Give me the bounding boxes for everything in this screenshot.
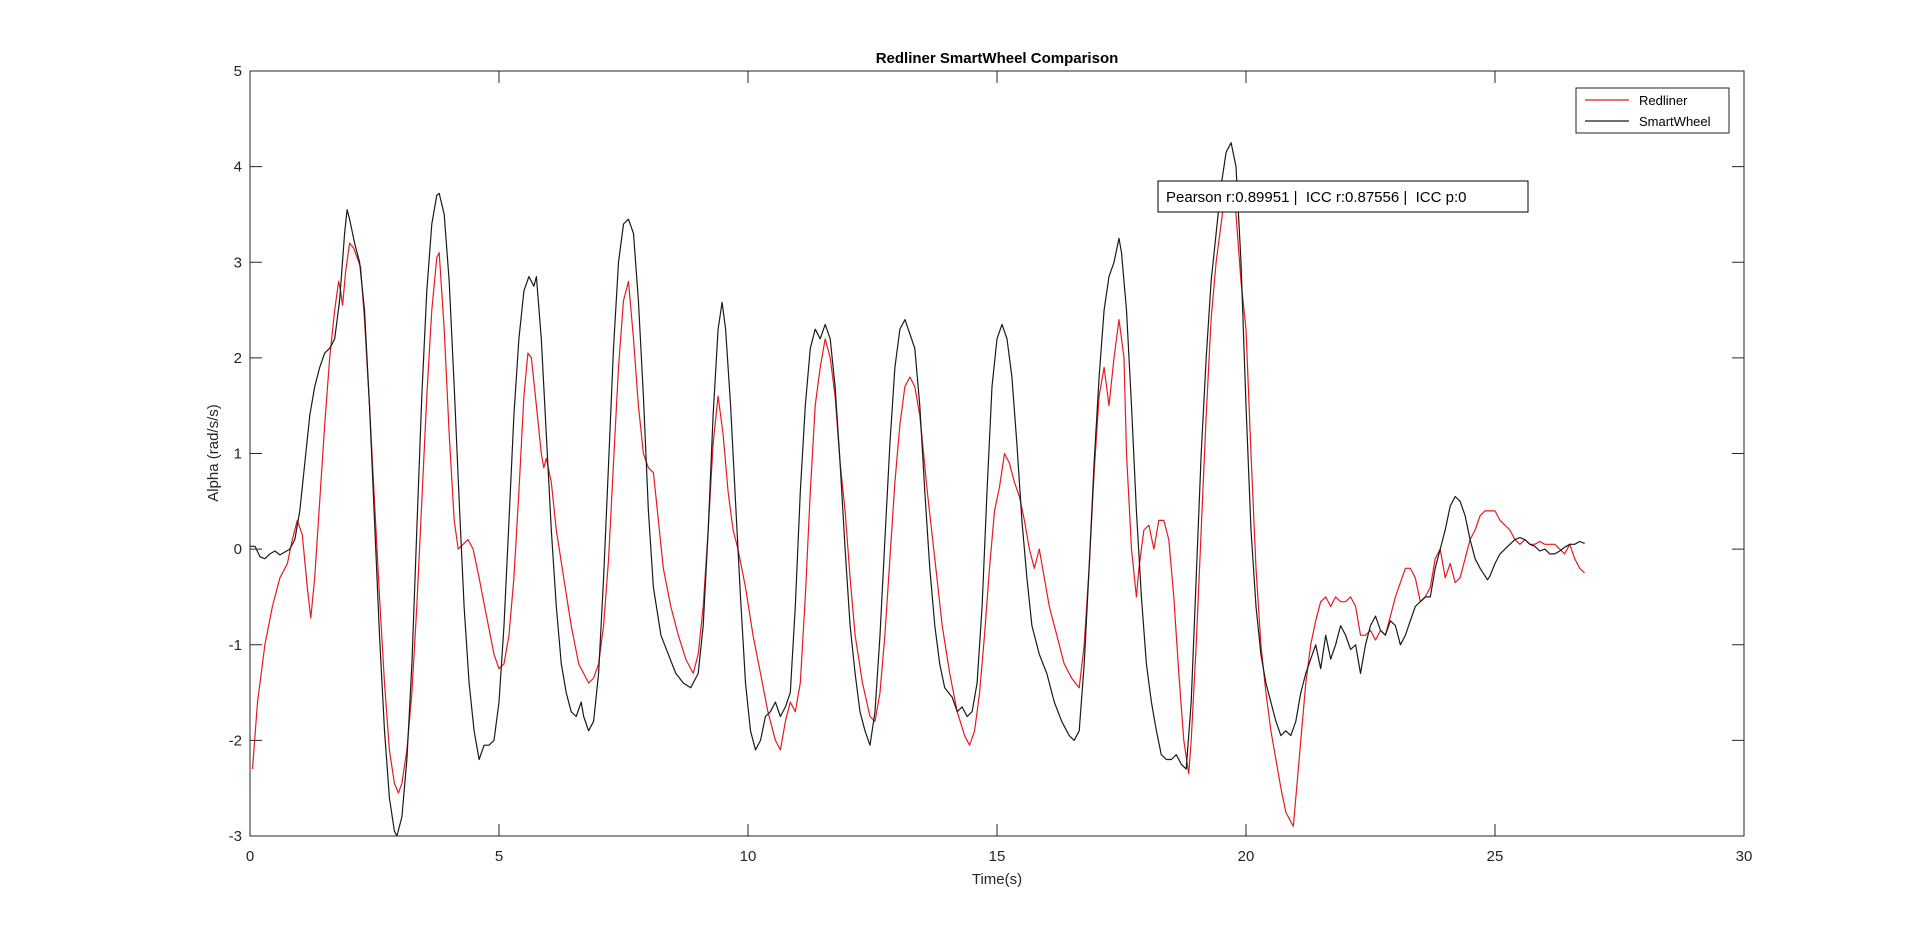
x-tick-label: 30	[1736, 848, 1753, 865]
y-tick-label: 1	[234, 446, 242, 463]
x-tick-label: 5	[495, 848, 503, 865]
axis-ticks	[249, 70, 1745, 837]
y-tick-label: 0	[234, 541, 242, 558]
x-tick-label: 25	[1487, 848, 1504, 865]
x-tick-label: 20	[1238, 848, 1255, 865]
legend-label-smartwheel: SmartWheel	[1639, 114, 1711, 129]
legend-box	[1575, 87, 1730, 134]
stats-annotation-box	[1157, 180, 1529, 213]
chart-title: Redliner SmartWheel Comparison	[876, 50, 1119, 67]
axis-tick-labels: 0 5 10 15 20 25 30 -3 -2 -1 0 1 2 3 4 5	[229, 63, 1753, 865]
y-tick-label: 3	[234, 254, 242, 271]
x-tick-label: 0	[246, 848, 254, 865]
y-tick-label: -2	[229, 732, 242, 749]
series-line-smartwheel	[250, 142, 1585, 837]
y-tick-label: 4	[234, 159, 242, 176]
stats-annotation: Pearson r:0.89951 | ICC r:0.87556 | ICC …	[1157, 180, 1529, 213]
y-tick-label: -3	[229, 828, 242, 845]
y-tick-label: 5	[234, 63, 242, 80]
data-traces	[250, 142, 1586, 837]
legend-label-redliner: Redliner	[1639, 93, 1688, 108]
x-axis-label: Time(s)	[972, 871, 1022, 888]
y-axis-label: Alpha (rad/s/s)	[205, 404, 222, 502]
legend: Redliner SmartWheel	[1575, 87, 1730, 134]
y-tick-label: 2	[234, 350, 242, 367]
y-tick-label: -1	[229, 637, 242, 654]
stats-annotation-text: Pearson r:0.89951 | ICC r:0.87556 | ICC …	[1166, 189, 1466, 206]
x-tick-label: 10	[740, 848, 757, 865]
x-tick-label: 15	[989, 848, 1006, 865]
